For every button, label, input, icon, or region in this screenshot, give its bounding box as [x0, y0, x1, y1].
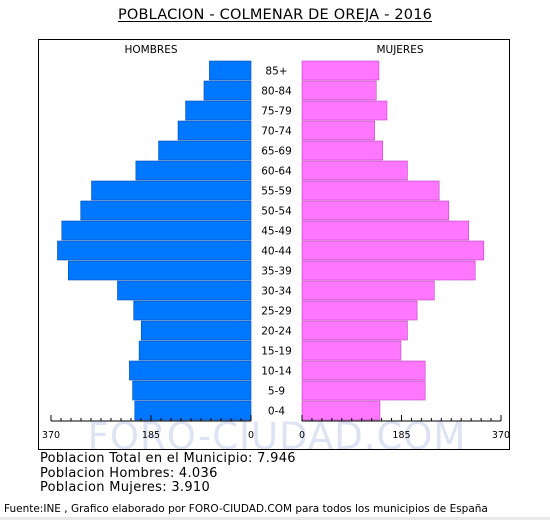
bar-men-5-9 — [132, 380, 252, 401]
bar-men-45-49 — [61, 220, 252, 241]
bar-men-70-74 — [177, 120, 252, 141]
age-label-30-34: 30-34 — [261, 286, 292, 298]
bar-women-65-69 — [301, 140, 383, 161]
bar-women-45-49 — [301, 220, 470, 241]
tick-label: 370 — [42, 430, 60, 441]
age-label-25-29: 25-29 — [261, 306, 292, 318]
age-label-60-64: 60-64 — [261, 166, 292, 178]
bar-women-5-9 — [301, 380, 426, 401]
bar-women-55-59 — [301, 180, 440, 201]
bar-men-85-plus — [209, 60, 252, 81]
age-label-70-74: 70-74 — [261, 126, 292, 138]
bar-men-20-24 — [140, 320, 252, 341]
bar-women-10-14 — [301, 360, 426, 381]
bar-women-70-74 — [301, 120, 375, 141]
age-label-50-54: 50-54 — [261, 206, 292, 218]
bar-men-35-39 — [67, 260, 252, 281]
chart-title-wrap: POBLACION - COLMENAR DE OREJA - 2016 — [0, 4, 550, 23]
bar-men-80-84 — [203, 80, 252, 101]
age-label-55-59: 55-59 — [261, 186, 292, 198]
bar-men-75-79 — [185, 100, 252, 121]
age-label-40-44: 40-44 — [261, 246, 292, 258]
bar-women-40-44 — [301, 240, 485, 261]
bar-women-75-79 — [301, 100, 388, 121]
bar-men-0-4 — [134, 400, 252, 421]
bar-men-10-14 — [129, 360, 252, 381]
bar-women-20-24 — [301, 320, 408, 341]
bar-women-50-54 — [301, 200, 450, 221]
footer-divider — [0, 517, 550, 520]
age-label-0-4: 0-4 — [268, 406, 285, 418]
bar-women-25-29 — [301, 300, 418, 321]
bar-men-50-54 — [80, 200, 252, 221]
bar-men-60-64 — [135, 160, 252, 181]
source-footer: Fuente:INE , Grafico elaborado por FORO-… — [4, 503, 488, 515]
bar-men-30-34 — [117, 280, 252, 301]
bar-men-55-59 — [91, 180, 252, 201]
stat-total: Poblacion Total en el Municipio: 7.946 — [40, 451, 296, 466]
age-label-20-24: 20-24 — [261, 326, 292, 338]
bar-men-15-19 — [138, 340, 252, 361]
chart-frame: FORO-CIUDAD.COM HOMBRES MUJERES 85+ 80-84 75-… — [38, 39, 510, 450]
tick-label: 370 — [492, 430, 509, 441]
legend-women: MUJERES — [376, 44, 423, 56]
bar-men-65-69 — [158, 140, 252, 161]
bar-women-85-plus — [301, 60, 380, 81]
population-stats: Poblacion Total en el Municipio: 7.946 P… — [40, 451, 296, 496]
age-label-10-14: 10-14 — [261, 366, 292, 378]
bar-women-15-19 — [301, 340, 402, 361]
age-label-15-19: 15-19 — [261, 346, 292, 358]
bar-men-40-44 — [57, 240, 252, 261]
age-label-75-79: 75-79 — [261, 106, 292, 118]
tick-label: 185 — [142, 430, 160, 441]
stat-women: Poblacion Mujeres: 3.910 — [40, 480, 211, 495]
bar-women-0-4 — [301, 400, 381, 421]
tick-label: 0 — [299, 430, 305, 441]
legend-men: HOMBRES — [124, 44, 177, 56]
tick-label: 0 — [248, 430, 254, 441]
bar-men-25-29 — [133, 300, 252, 321]
age-label-65-69: 65-69 — [261, 146, 292, 158]
bar-women-80-84 — [301, 80, 377, 101]
age-label-35-39: 35-39 — [261, 266, 292, 278]
age-label-80-84: 80-84 — [261, 86, 292, 98]
bar-women-30-34 — [301, 280, 435, 301]
chart-title: POBLACION - COLMENAR DE OREJA - 2016 — [117, 7, 433, 23]
bar-women-35-39 — [301, 260, 476, 281]
age-label-85-plus: 85+ — [265, 66, 287, 78]
stat-men: Poblacion Hombres: 4.036 — [40, 465, 218, 481]
bar-women-60-64 — [301, 160, 408, 181]
age-label-5-9: 5-9 — [268, 386, 285, 398]
age-label-45-49: 45-49 — [261, 226, 292, 238]
tick-label: 185 — [392, 430, 410, 441]
